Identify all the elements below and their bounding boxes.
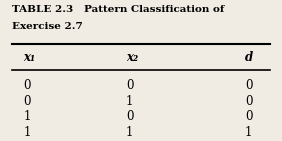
Text: 0: 0 <box>126 79 133 92</box>
Text: 0: 0 <box>245 79 252 92</box>
Text: 1: 1 <box>126 95 133 108</box>
Text: 0: 0 <box>23 95 31 108</box>
Text: 0: 0 <box>245 110 252 123</box>
Text: 1: 1 <box>126 126 133 139</box>
Text: 0: 0 <box>126 110 133 123</box>
Text: x₂: x₂ <box>126 51 138 64</box>
Text: 0: 0 <box>245 95 252 108</box>
Text: Exercise 2.7: Exercise 2.7 <box>12 22 83 31</box>
Text: 1: 1 <box>23 110 31 123</box>
Text: x₁: x₁ <box>23 51 36 64</box>
Text: 1: 1 <box>245 126 252 139</box>
Text: d: d <box>245 51 253 64</box>
Text: 1: 1 <box>23 126 31 139</box>
Text: 0: 0 <box>23 79 31 92</box>
Text: TABLE 2.3   Pattern Classification of: TABLE 2.3 Pattern Classification of <box>12 5 225 14</box>
